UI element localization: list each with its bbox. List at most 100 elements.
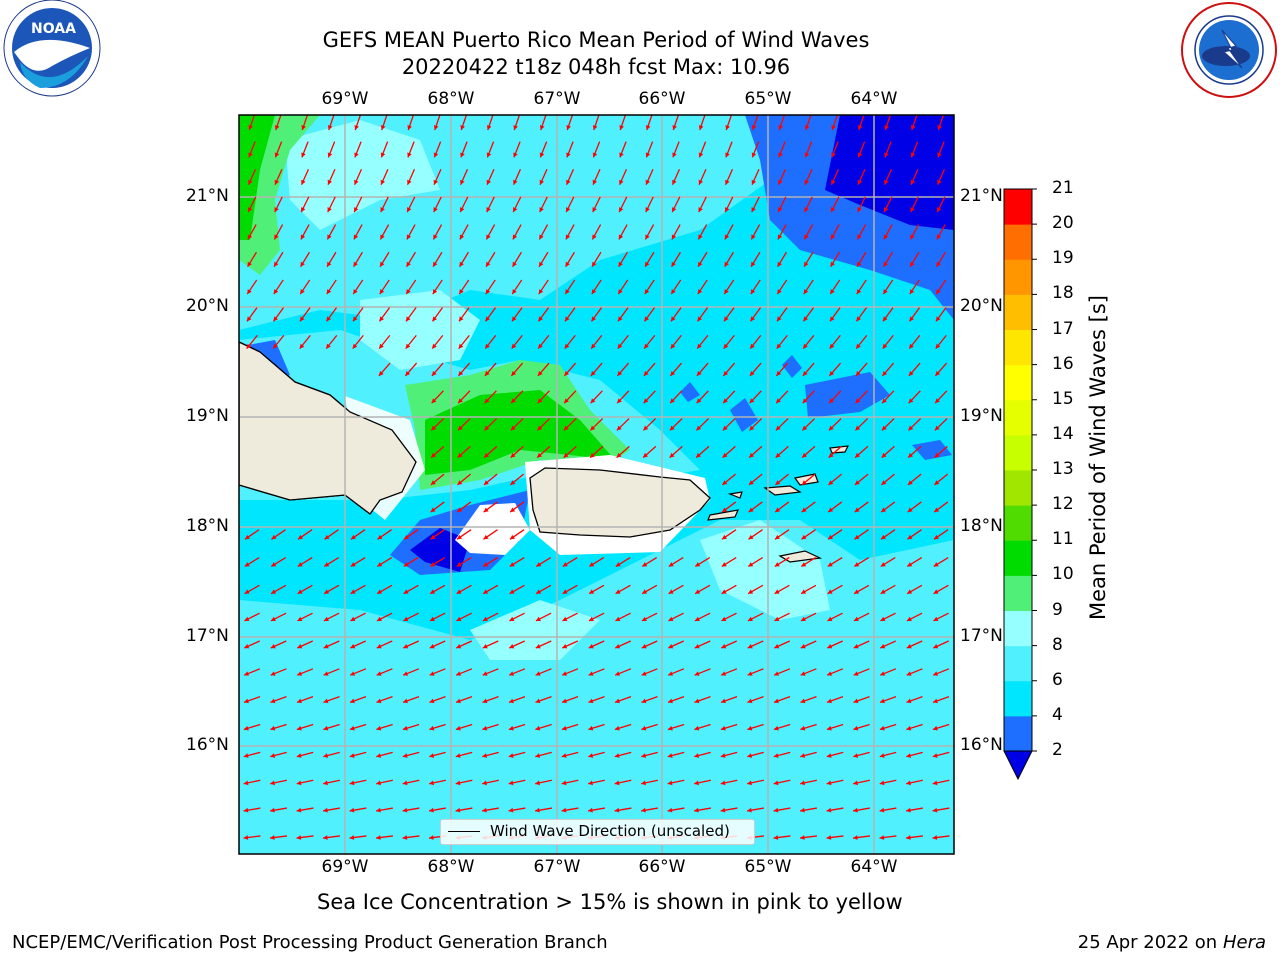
noaa-logo-text: NOAA (31, 21, 76, 37)
lat-tick-left: 21°N (186, 186, 229, 206)
wave-direction-arrowhead (510, 452, 516, 458)
wave-direction-arrowhead (431, 398, 437, 404)
wave-direction-arrowhead (536, 589, 542, 594)
wave-direction-arrowhead (776, 398, 781, 404)
colorbar-segment (1004, 364, 1032, 401)
lon-tick-top: 65°W (744, 89, 792, 109)
wave-direction-arrowhead (906, 835, 911, 840)
wave-direction-arrowhead (565, 289, 570, 295)
wave-direction-arrowhead (349, 753, 355, 758)
wave-direction-arrowhead (935, 316, 941, 322)
wave-direction-arrowhead (671, 289, 676, 295)
wave-direction-arrowhead (323, 807, 328, 813)
wave-direction-arrowhead (749, 398, 755, 404)
wave-direction-arrowhead (483, 534, 489, 540)
wave-direction-arrowhead (274, 152, 280, 158)
wave-direction-arrowhead (457, 480, 463, 485)
wave-direction-arrowhead (750, 289, 756, 295)
wave-direction-arrowhead (539, 125, 545, 131)
wave-direction-arrowhead (301, 152, 306, 158)
wave-direction-arrowhead (349, 725, 355, 731)
wave-direction-arrowhead (301, 179, 306, 185)
puerto-rico-land (529, 467, 711, 538)
wave-direction-arrowhead (376, 644, 382, 649)
wave-direction-arrowhead (402, 780, 408, 786)
wave-direction-arrowhead (750, 343, 755, 349)
wave-direction-arrowhead (327, 207, 332, 213)
wave-direction-arrowhead (243, 835, 249, 840)
wave-direction-arrowhead (482, 644, 488, 649)
wave-direction-arrowhead (879, 698, 885, 704)
wave-direction-arrowhead (724, 234, 730, 240)
wave-direction-arrowhead (830, 261, 835, 267)
wave-direction-arrowhead (327, 234, 332, 240)
wave-direction-arrowhead (429, 616, 435, 621)
wave-direction-arrowhead (856, 316, 862, 322)
wave-direction-arrowhead (775, 425, 781, 431)
wave-direction-arrowhead (456, 562, 462, 567)
wave-direction-arrowhead (723, 371, 729, 376)
wave-direction-arrowhead (671, 261, 676, 267)
wave-direction-arrowhead (458, 316, 464, 322)
wave-direction-arrowhead (802, 425, 808, 431)
wave-direction-arrowhead (857, 152, 863, 158)
wave-direction-arrowhead (803, 289, 809, 295)
wave-direction-arrowhead (297, 644, 303, 649)
wave-direction-arrowhead (592, 125, 598, 131)
wave-direction-arrowhead (588, 616, 594, 621)
wave-direction-arrowhead (432, 343, 437, 349)
legend-label: Wind Wave Direction (unscaled) (490, 822, 730, 840)
wave-direction-arrowhead (882, 343, 888, 349)
lat-tick-left: 16°N (186, 735, 229, 755)
wave-direction-arrowhead (323, 725, 329, 731)
wave-direction-arrowhead (301, 125, 306, 131)
wave-direction-arrowhead (883, 234, 889, 240)
wave-direction-arrowhead (906, 698, 912, 704)
wave-direction-arrowhead (403, 644, 409, 649)
wave-direction-arrowhead (509, 534, 515, 540)
wave-direction-arrowhead (826, 835, 832, 840)
lat-tick-right: 20°N (960, 296, 1003, 316)
wave-direction-arrowhead (270, 671, 276, 676)
wave-direction-arrowhead (402, 725, 408, 731)
wave-direction-arrowhead (672, 125, 677, 131)
wave-direction-arrowhead (243, 725, 249, 731)
wave-direction-arrowhead (271, 534, 277, 540)
wave-direction-arrowhead (880, 616, 886, 621)
wave-direction-arrowhead (592, 261, 597, 267)
wave-direction-arrowhead (566, 207, 571, 213)
lat-tick-left: 17°N (186, 626, 229, 646)
wave-direction-arrowhead (483, 480, 489, 485)
wave-direction-arrowhead (352, 316, 358, 322)
wave-direction-arrowhead (323, 671, 329, 676)
wave-direction-arrowhead (564, 316, 570, 322)
wave-direction-arrowhead (722, 507, 728, 513)
wave-direction-arrowhead (458, 398, 463, 404)
lat-tick-left: 18°N (186, 516, 229, 536)
field-below-2-sw (410, 528, 470, 572)
wave-direction-arrowhead (484, 371, 490, 376)
wave-direction-arrowhead (642, 562, 648, 567)
wave-direction-arrowhead (853, 835, 858, 840)
lon-tick-bottom: 65°W (744, 857, 792, 877)
wave-direction-arrowhead (403, 671, 409, 676)
wave-direction-arrowhead (380, 207, 385, 213)
wave-direction-arrowhead (747, 753, 753, 758)
wave-direction-arrowhead (590, 398, 596, 404)
wave-direction-arrowhead (274, 207, 279, 213)
wave-direction-arrowhead (406, 261, 411, 267)
wave-direction-arrowhead (670, 343, 676, 349)
chart-title-line2: 20220422 t18z 048h fcst Max: 10.96 (401, 55, 791, 79)
field-2-4-spot1 (680, 382, 700, 402)
wave-direction-arrowhead (776, 316, 782, 322)
wave-direction-arrowhead (326, 289, 332, 295)
colorbar-segment (1004, 399, 1032, 436)
wave-direction-arrowhead (430, 562, 436, 567)
wave-direction-arrowhead (353, 234, 359, 240)
wave-direction-arrowhead (270, 725, 276, 731)
wave-direction-arrowhead (773, 807, 779, 813)
wave-direction-arrowhead (879, 725, 885, 731)
wave-direction-arrowhead (668, 671, 674, 676)
wave-direction-arrowhead (748, 534, 754, 540)
colorbar-tick-label: 2 (1052, 740, 1063, 760)
